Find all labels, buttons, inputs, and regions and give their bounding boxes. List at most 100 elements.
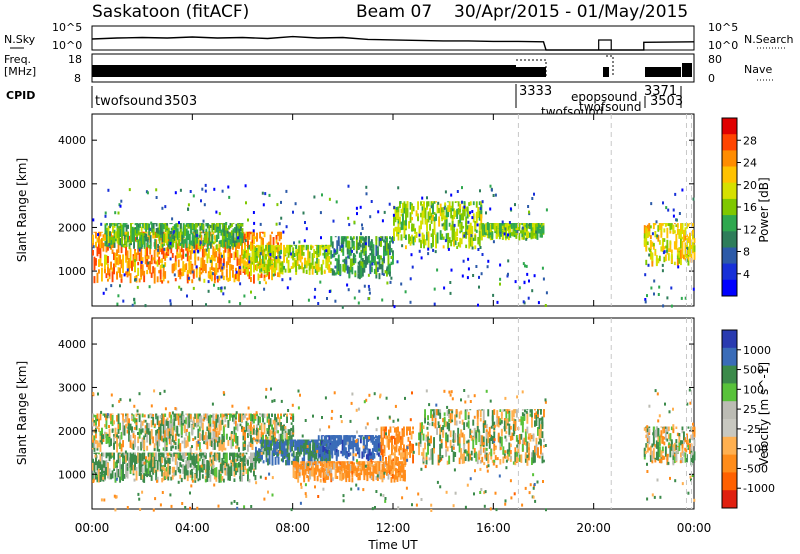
heatmap-cell bbox=[400, 234, 403, 241]
heatmap-cell bbox=[407, 436, 410, 442]
heatmap-cell bbox=[173, 472, 176, 476]
heatmap-cell bbox=[113, 436, 115, 443]
heatmap-cell bbox=[271, 265, 273, 272]
heatmap-cell bbox=[287, 429, 290, 435]
heatmap-speckle bbox=[368, 291, 371, 295]
heatmap-cell bbox=[306, 439, 309, 447]
heatmap-cell bbox=[400, 436, 402, 440]
heatmap-cell bbox=[152, 233, 155, 239]
heatmap-cell bbox=[346, 435, 349, 442]
heatmap-speckle bbox=[348, 223, 351, 227]
heatmap-speckle bbox=[526, 272, 529, 276]
heatmap-cell bbox=[221, 413, 224, 425]
heatmap-cell bbox=[392, 444, 395, 450]
heatmap-cell bbox=[292, 440, 295, 447]
heatmap-cell bbox=[221, 223, 224, 229]
heatmap-cell bbox=[670, 249, 673, 254]
heatmap-cell bbox=[432, 201, 434, 205]
heatmap-cell bbox=[303, 475, 306, 483]
heatmap-cell bbox=[209, 439, 212, 446]
heatmap-cell bbox=[271, 430, 273, 435]
heatmap-cell bbox=[676, 248, 679, 253]
heatmap-speckle bbox=[432, 248, 435, 252]
heatmap-cell bbox=[357, 242, 360, 250]
heatmap-speckle bbox=[650, 202, 653, 206]
heatmap-cell bbox=[180, 420, 183, 425]
heatmap-cell bbox=[241, 457, 243, 462]
heatmap-cell bbox=[180, 254, 183, 261]
heatmap-cell bbox=[515, 223, 518, 229]
heatmap-cell bbox=[133, 234, 135, 240]
heatmap-cell bbox=[400, 208, 403, 213]
heatmap-cell bbox=[230, 440, 233, 449]
heatmap-cell bbox=[155, 469, 158, 481]
heatmap-speckle bbox=[134, 259, 136, 263]
heatmap-cell bbox=[152, 457, 155, 467]
heatmap-cell bbox=[489, 224, 492, 236]
heatmap-cell bbox=[384, 250, 387, 256]
heatmap-speckle bbox=[644, 300, 647, 304]
heatmap-cell bbox=[95, 439, 97, 444]
heatmap-cell bbox=[143, 439, 146, 451]
heatmap-cell bbox=[150, 260, 153, 264]
heatmap-cell bbox=[174, 453, 177, 466]
heatmap-cell bbox=[175, 224, 178, 236]
heatmap-speckle bbox=[191, 270, 194, 274]
heatmap-cell bbox=[386, 250, 388, 255]
heatmap-cell bbox=[356, 438, 359, 449]
heatmap-cell bbox=[478, 230, 481, 240]
heatmap-cell bbox=[256, 263, 258, 272]
heatmap-speckle bbox=[172, 231, 175, 235]
heatmap-cell bbox=[375, 471, 378, 475]
heatmap-cell bbox=[295, 471, 298, 480]
heatmap-cell bbox=[409, 426, 411, 428]
heatmap-cell bbox=[673, 223, 676, 225]
heatmap-cell bbox=[263, 277, 266, 282]
heatmap-cell bbox=[222, 434, 225, 443]
heatmap-cell bbox=[353, 435, 356, 439]
heatmap-cell bbox=[390, 471, 393, 476]
heatmap-cell bbox=[253, 424, 255, 429]
heatmap-cell bbox=[480, 229, 483, 241]
heatmap-cell bbox=[361, 267, 364, 277]
heatmap-cell bbox=[388, 455, 390, 466]
heatmap-cell bbox=[468, 237, 471, 249]
heatmap-cell bbox=[126, 463, 129, 467]
heatmap-cell bbox=[119, 452, 121, 454]
heatmap-cell bbox=[278, 247, 281, 254]
heatmap-cell bbox=[224, 228, 227, 233]
heatmap-speckle bbox=[662, 251, 665, 255]
heatmap-cell bbox=[359, 436, 362, 440]
heatmap-cell bbox=[260, 268, 263, 272]
heatmap-cell bbox=[263, 231, 266, 238]
heatmap-cell bbox=[256, 244, 258, 248]
heatmap-cell bbox=[286, 415, 288, 423]
heatmap-cell bbox=[212, 442, 215, 450]
heatmap-cell bbox=[134, 229, 137, 236]
heatmap-cell bbox=[95, 415, 97, 426]
heatmap-cell bbox=[150, 272, 153, 278]
heatmap-cell bbox=[108, 452, 111, 462]
heatmap-cell bbox=[125, 246, 127, 256]
heatmap-cell bbox=[277, 414, 279, 419]
heatmap-cell bbox=[247, 472, 249, 482]
heatmap-cell bbox=[366, 472, 369, 482]
heatmap-speckle bbox=[259, 252, 262, 256]
heatmap-cell bbox=[144, 255, 147, 265]
heatmap-cell bbox=[180, 423, 183, 435]
heatmap-cell bbox=[311, 267, 314, 275]
heatmap-cell bbox=[242, 255, 245, 260]
heatmap-cell bbox=[201, 459, 204, 465]
heatmap-cell bbox=[675, 224, 678, 227]
heatmap-cell bbox=[299, 254, 302, 263]
heatmap-cell bbox=[135, 470, 138, 481]
heatmap-cell bbox=[204, 452, 207, 459]
heatmap-cell bbox=[206, 253, 209, 264]
heatmap-cell bbox=[435, 239, 437, 244]
heatmap-cell bbox=[102, 413, 105, 416]
heatmap-cell bbox=[105, 433, 108, 444]
heatmap-cell bbox=[156, 276, 159, 283]
heatmap-cell bbox=[123, 455, 126, 464]
heatmap-cell bbox=[350, 435, 353, 437]
heatmap-cell bbox=[382, 437, 384, 446]
